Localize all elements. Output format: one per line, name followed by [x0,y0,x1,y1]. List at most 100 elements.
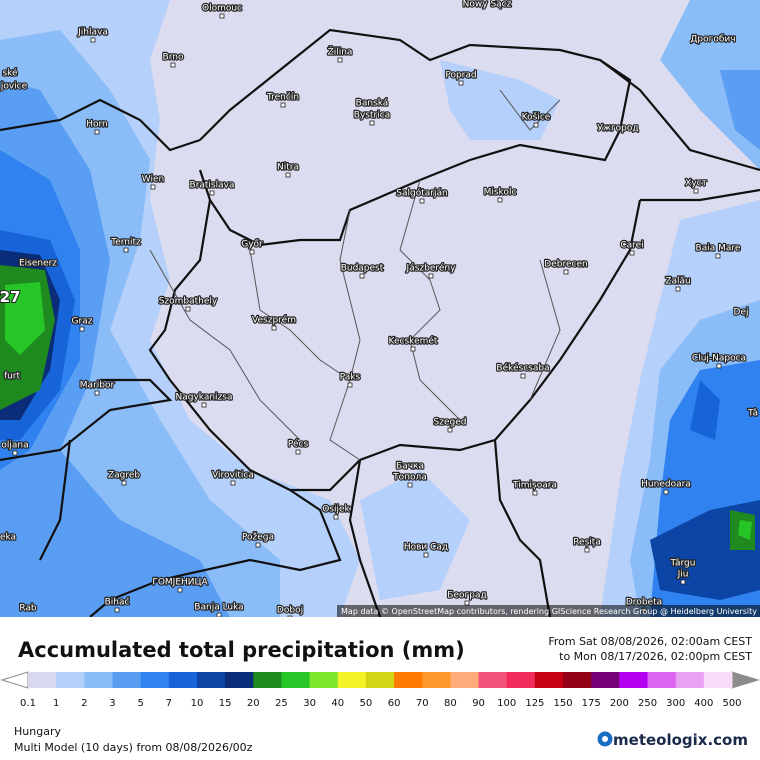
city-label: Ternitz [110,238,141,248]
city-label: Reșița [573,538,601,548]
legend-tick-label: 175 [582,698,601,709]
legend-swatch [28,672,57,688]
legend-swatch [84,672,113,688]
legend-tick-label: 200 [610,698,629,709]
legend-swatch [619,672,649,688]
city-label: Dej [734,308,749,318]
legend-swatch [337,672,367,688]
city-marker [428,273,434,279]
legend-tick-label: 30 [303,698,316,709]
city-marker [693,188,699,194]
city-marker [347,382,353,388]
legend-tick-label: 150 [553,698,572,709]
city-label: Trenčín [266,92,299,103]
region-borders [149,89,561,461]
legend-swatch [56,672,85,688]
city-label: Wien [142,175,164,185]
city-marker [410,346,416,352]
city-label: eka [0,533,16,543]
legend-swatch [281,672,311,688]
legend-tick-label: 80 [444,698,457,709]
precip-fields [0,0,760,617]
city-label: Pécs [288,439,309,450]
legend-tick-label: 20 [247,698,260,709]
legend-swatch [168,672,198,688]
legend-tick-label: 2 [81,698,87,709]
city-marker [629,250,635,256]
city-label: Virovitica [212,471,254,481]
city-marker [123,247,129,253]
city-marker [79,326,85,332]
city-label: Ужгород [597,124,638,134]
city-marker [584,547,590,553]
legend-tick-label: 300 [666,698,685,709]
city-label: Debrecen [544,260,587,270]
city-marker [715,253,721,259]
city-label: Zalău [665,277,690,287]
city-label: Szombathely [159,297,218,307]
city-label: Eisenerz [19,259,57,269]
city-marker [369,120,375,126]
city-marker [94,390,100,396]
legend-arrow-low [0,671,29,689]
city-marker [216,612,222,617]
city-marker [94,129,100,135]
city-marker [177,587,183,593]
city-marker [333,514,339,520]
legend-tick-label: 90 [472,698,485,709]
legend-tick-label: 70 [416,698,429,709]
city-label: Baia Mare [696,244,741,254]
model: Multi Model (10 days) from 08/08/2026/00… [14,741,253,754]
city-label: Olomouc [202,4,242,14]
city-label: Szeged [434,418,467,428]
brand-logo [597,731,613,747]
legend-swatch [703,672,733,688]
to-date: to Mon 08/17/2026, 02:00pm CEST [559,650,752,663]
city-label: Jászberény [406,263,457,274]
city-marker [497,197,503,203]
city-label: Bystrica [354,111,390,121]
city-label: Nitra [277,163,299,173]
legend-swatch [478,672,508,688]
city-label: Jihlava [77,28,108,38]
city-label: Нови Сад [404,543,448,553]
legend-swatch [112,672,142,688]
legend-swatch [450,672,480,688]
city-label: Maribor [80,381,115,391]
legend-swatch [675,672,705,688]
city-label: Београд [447,591,486,601]
city-label: Békéscsaba [496,363,549,374]
city-label: ГОМЈЕНИЦА [152,578,208,588]
city-marker [150,184,156,190]
legend-tick-label: 400 [694,698,713,709]
legend-swatch [506,672,536,688]
legend-tick-label: 250 [638,698,657,709]
city-marker [419,198,425,204]
legend-swatch [563,672,592,688]
city-label: Târgu [670,559,696,569]
city-marker [201,402,207,408]
city-marker [533,122,539,128]
city-label: Osijek [322,505,350,515]
city-marker [209,190,215,196]
legend-tick-label: 50 [360,698,373,709]
city-label: Nowy Sącz [463,0,512,10]
city-marker [464,600,470,606]
legend-tick-label: 60 [388,698,401,709]
city-label: Požega [242,533,274,543]
city-label: Graz [72,317,93,327]
legend-tick-label: 15 [219,698,232,709]
from-date: From Sat 08/08/2026, 02:00am CEST [548,635,752,648]
city-label: Nagykanizsa [176,393,233,403]
legend-swatch [591,672,620,688]
city-marker [337,57,343,63]
city-label: Бачка [396,462,424,472]
city-labels: Olomouc Nowy Sącz Jihlava Brno Žilina Poprad Д… [0,0,759,617]
city-label: Bihać [105,597,130,608]
city-marker [447,427,453,433]
city-label: Győr [241,240,263,250]
city-label: Veszprém [252,315,296,326]
city-marker [423,552,429,558]
city-marker [230,480,236,486]
city-label: Brno [163,53,184,63]
